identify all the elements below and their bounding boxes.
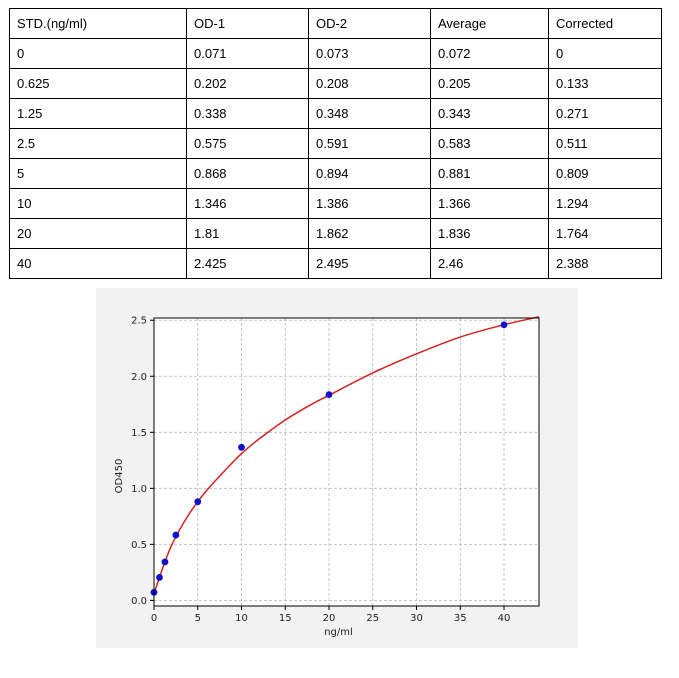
- data-point: [172, 531, 180, 539]
- table-row: 2.5 0.575 0.591 0.583 0.511: [9, 128, 662, 159]
- table-cell: 1.836: [430, 218, 549, 249]
- x-tick-label: 15: [279, 613, 292, 624]
- table-cell: 1.862: [308, 218, 431, 249]
- table-cell: 2.46: [430, 248, 549, 279]
- header-corrected: Corrected: [548, 8, 662, 39]
- table-row: 40 2.425 2.495 2.46 2.388: [9, 248, 662, 279]
- table-cell: 0.348: [308, 98, 431, 129]
- x-tick-label: 25: [366, 613, 379, 624]
- table-cell: 1.366: [430, 188, 549, 219]
- axis-ticks: 0 5 10 15 20 25 30 35 40 0.0 0.5 1.0 1.5 2.0 2.5: [131, 316, 510, 624]
- table-row: 10 1.346 1.386 1.366 1.294: [9, 188, 662, 219]
- table-cell: 0.583: [430, 128, 549, 159]
- header-od1: OD-1: [186, 8, 309, 39]
- table-cell: 0: [548, 38, 662, 69]
- table-cell: 0.625: [9, 68, 187, 99]
- data-point: [194, 498, 202, 506]
- table-cell: 40: [9, 248, 187, 279]
- table-cell: 0.575: [186, 128, 309, 159]
- fit-curve: [153, 316, 540, 594]
- grid-lines: [153, 318, 539, 606]
- header-average: Average: [430, 8, 549, 39]
- x-tick-label: 20: [323, 613, 336, 624]
- table-cell: 1.386: [308, 188, 431, 219]
- table-cell: 0.072: [430, 38, 549, 69]
- data-point: [325, 391, 333, 399]
- standard-curve-plot: 0 5 10 15 20 25 30 35 40 0.0 0.5 1.0 1.5 2.0 2.5 ng/ml…: [96, 288, 578, 648]
- x-tick-label: 10: [235, 613, 248, 624]
- y-tick-label: 0.0: [131, 596, 147, 607]
- table-cell: 0.338: [186, 98, 309, 129]
- table-cell: 20: [9, 218, 187, 249]
- table-cell: 0.868: [186, 158, 309, 189]
- table-cell: 0.511: [548, 128, 662, 159]
- data-point: [161, 558, 169, 566]
- data-point: [238, 443, 245, 451]
- y-tick-label: 1.0: [131, 484, 147, 495]
- x-tick-label: 40: [498, 613, 511, 624]
- y-axis-title: OD450: [114, 459, 125, 494]
- x-tick-label: 0: [151, 613, 157, 624]
- table-cell: 0.133: [548, 68, 662, 99]
- table-cell: 0: [9, 38, 187, 69]
- table-cell: 0.205: [430, 68, 549, 99]
- table-row: 1.25 0.338 0.348 0.343 0.271: [9, 98, 662, 129]
- table-header-row: STD.(ng/ml) OD-1 OD-2 Average Corrected: [9, 8, 662, 39]
- x-tick-label: 30: [410, 613, 423, 624]
- table-cell: 1.294: [548, 188, 662, 219]
- table-cell: 2.425: [186, 248, 309, 279]
- table-cell: 5: [9, 158, 187, 189]
- x-tick-label: 35: [454, 613, 467, 624]
- table-cell: 0.202: [186, 68, 309, 99]
- table-cell: 0.073: [308, 38, 431, 69]
- table-row: 0 0.071 0.073 0.072 0: [9, 38, 662, 69]
- table-row: 20 1.81 1.862 1.836 1.764: [9, 218, 662, 249]
- y-tick-label: 2.5: [131, 316, 147, 327]
- data-point: [156, 574, 163, 581]
- table-cell: 2.388: [548, 248, 662, 279]
- table-cell: 1.81: [186, 218, 309, 249]
- header-std: STD.(ng/ml): [9, 8, 187, 39]
- table-cell: 0.208: [308, 68, 431, 99]
- data-point: [500, 321, 508, 329]
- table-cell: 0.591: [308, 128, 431, 159]
- table-cell: 2.495: [308, 248, 431, 279]
- y-tick-label: 1.5: [131, 428, 147, 439]
- y-tick-label: 2.0: [131, 372, 147, 383]
- y-tick-label: 0.5: [131, 540, 147, 551]
- table-cell: 0.894: [308, 158, 431, 189]
- x-tick-label: 5: [195, 613, 201, 624]
- x-axis-title: ng/ml: [324, 627, 353, 638]
- table-cell: 1.346: [186, 188, 309, 219]
- table-cell: 0.809: [548, 158, 662, 189]
- table-row: 5 0.868 0.894 0.881 0.809: [9, 158, 662, 189]
- table-cell: 0.271: [548, 98, 662, 129]
- table-cell: 10: [9, 188, 187, 219]
- table-cell: 0.881: [430, 158, 549, 189]
- header-od2: OD-2: [308, 8, 431, 39]
- table-cell: 1.25: [9, 98, 187, 129]
- table-cell: 2.5: [9, 128, 187, 159]
- plot-area: [154, 318, 539, 606]
- table-cell: 1.764: [548, 218, 662, 249]
- table-cell: 0.071: [186, 38, 309, 69]
- standard-curve-table: STD.(ng/ml) OD-1 OD-2 Average Corrected …: [9, 8, 662, 279]
- plot-frame: [153, 317, 540, 607]
- data-points: [150, 321, 508, 596]
- plot-canvas: 0 5 10 15 20 25 30 35 40 0.0 0.5 1.0 1.5 2.0 2.5 ng/ml…: [114, 316, 540, 638]
- table-row: 0.625 0.202 0.208 0.205 0.133: [9, 68, 662, 99]
- table-cell: 0.343: [430, 98, 549, 129]
